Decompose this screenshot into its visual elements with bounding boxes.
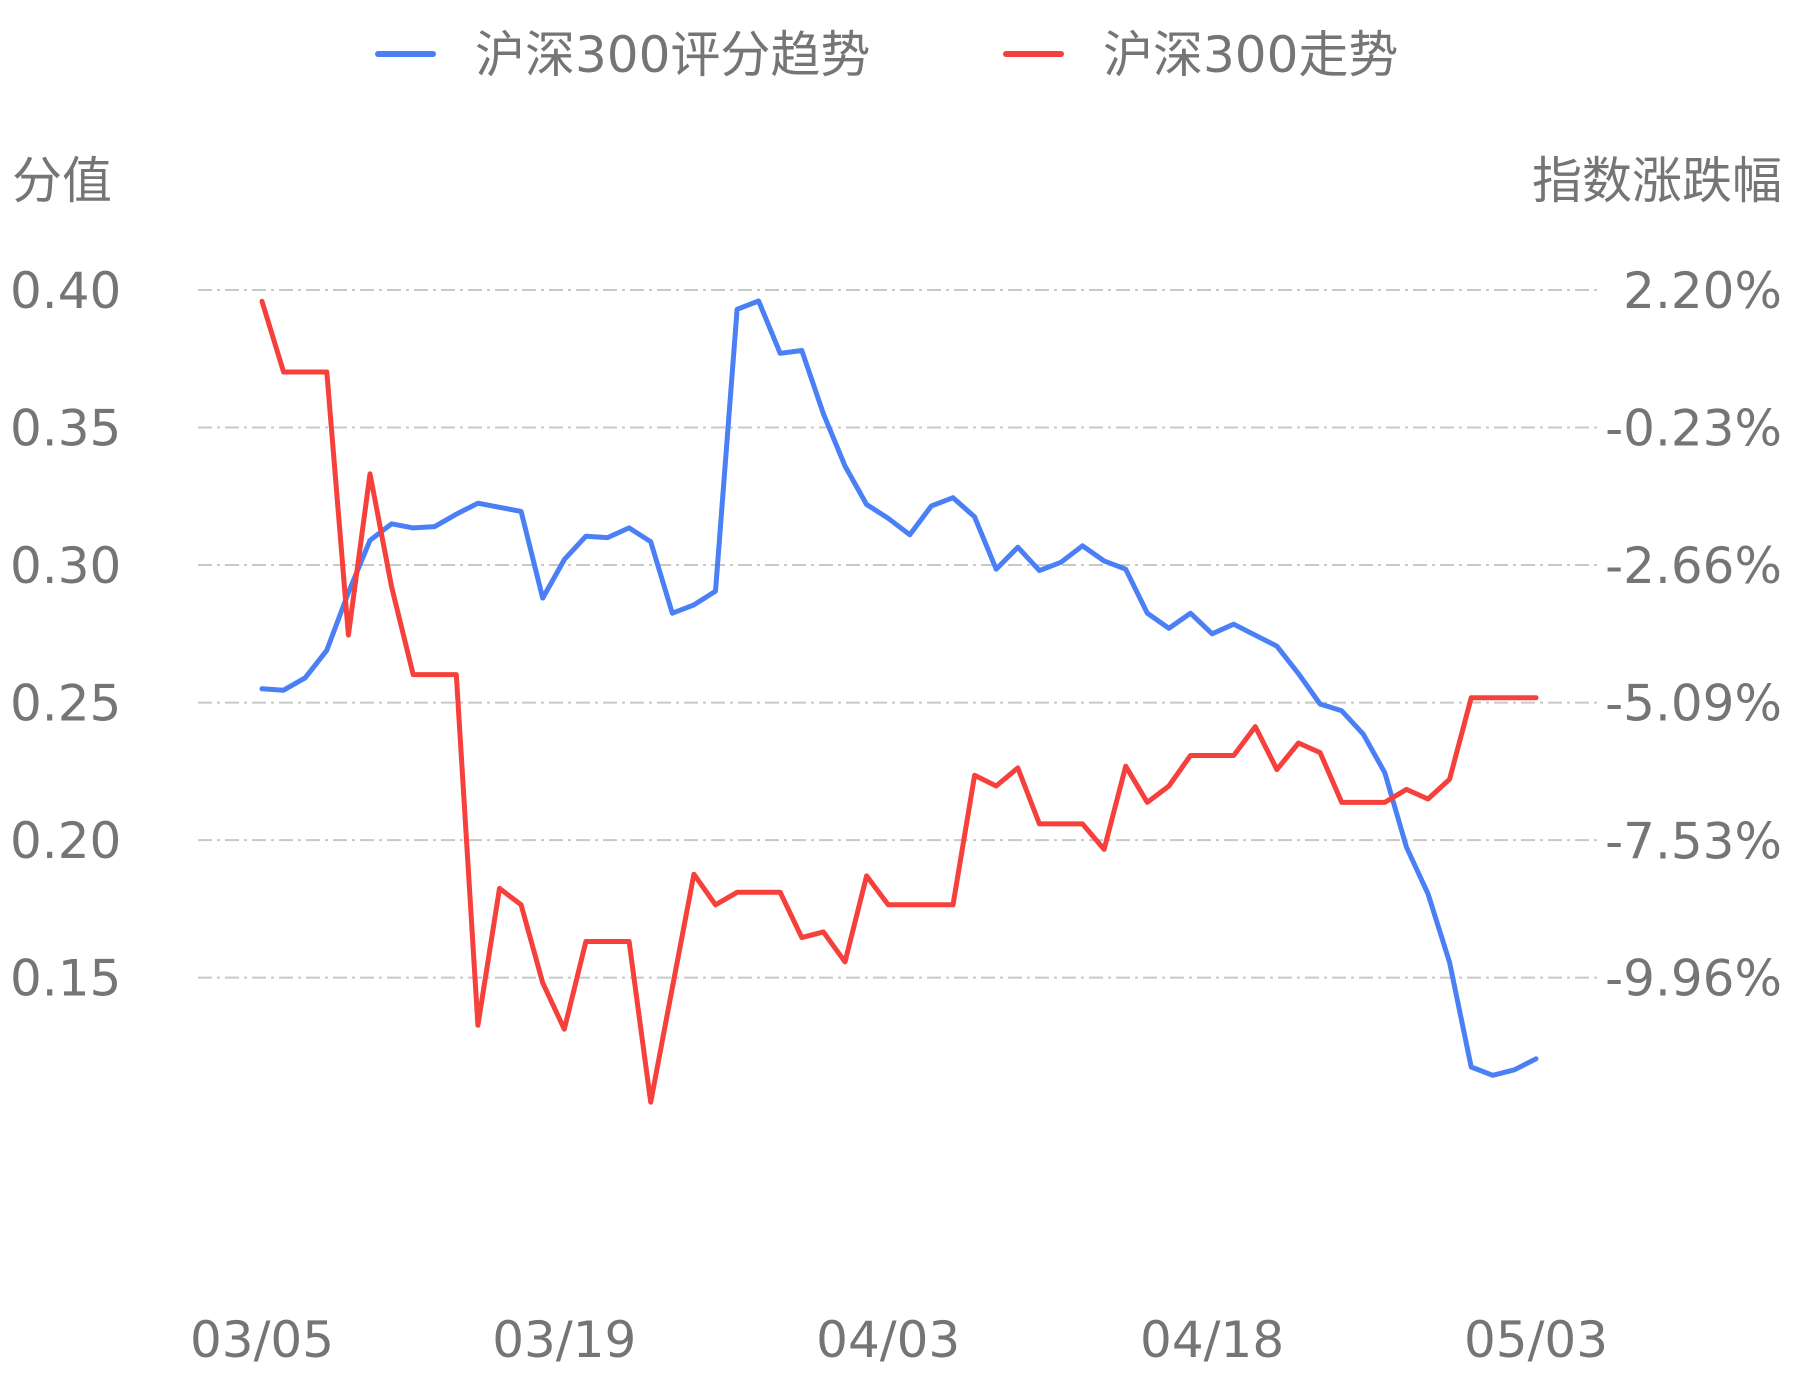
y-left-tick-label: 0.15 (10, 950, 121, 1008)
series-line-index (259, 298, 1539, 1105)
y-right-tick-label: 2.20% (1623, 262, 1782, 320)
series-line-score (259, 298, 1539, 1078)
legend-item-score[interactable]: 沪深300评分趋势 (375, 26, 870, 84)
y-left-tick-label: 0.20 (10, 812, 121, 870)
series-lines (259, 298, 1539, 1105)
y-right-tick-label: -9.96% (1605, 950, 1782, 1008)
y-left-tick-label: 0.40 (10, 262, 121, 320)
y-left-tick-label: 0.30 (10, 537, 121, 595)
x-tick-labels: 03/05 03/19 04/03 04/18 05/03 (190, 1311, 1608, 1369)
y-right-tick-label: -2.66% (1605, 537, 1782, 595)
y-right-tick-labels: 2.20% -0.23% -2.66% -5.09% -7.53% -9.96% (1605, 262, 1782, 1008)
y-right-tick-label: -5.09% (1605, 674, 1782, 732)
y-right-title: 指数涨跌幅 (1532, 152, 1782, 210)
x-tick-label: 03/19 (492, 1311, 636, 1369)
x-tick-label: 04/18 (1140, 1311, 1284, 1369)
y-left-tick-label: 0.25 (10, 675, 121, 733)
grid-lines (198, 289, 1598, 979)
y-left-title: 分值 (12, 152, 112, 210)
y-left-tick-label: 0.35 (10, 400, 121, 458)
x-tick-label: 04/03 (816, 1311, 960, 1369)
y-left-tick-labels: 0.40 0.35 0.30 0.25 0.20 0.15 (10, 262, 121, 1008)
legend-label-index: 沪深300走势 (1103, 26, 1398, 84)
y-right-tick-label: -0.23% (1605, 399, 1782, 457)
x-tick-label: 03/05 (190, 1311, 334, 1369)
x-tick-label: 05/03 (1464, 1311, 1608, 1369)
legend-item-index[interactable]: 沪深300走势 (1003, 26, 1398, 84)
y-right-tick-label: -7.53% (1605, 812, 1782, 870)
legend-label-score: 沪深300评分趋势 (475, 26, 870, 84)
legend[interactable]: 沪深300评分趋势 沪深300走势 (375, 26, 1398, 84)
